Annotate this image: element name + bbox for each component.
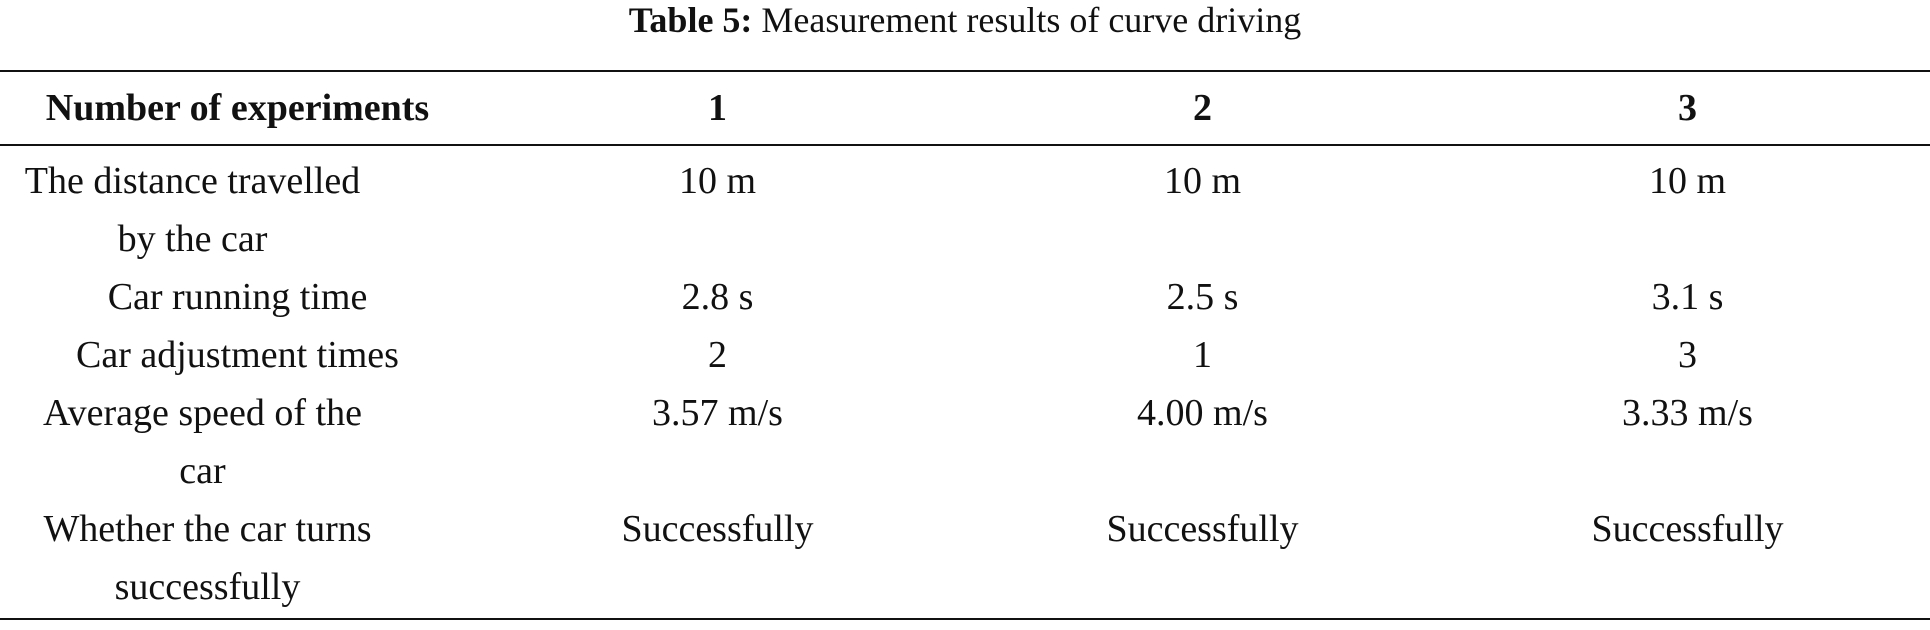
table-cell: 2.5 s bbox=[1166, 276, 1239, 318]
table-cell: 2.8 s bbox=[681, 276, 754, 318]
table-cell: 4.00 m/s bbox=[1137, 392, 1268, 434]
table-container: Number of experiments 1 2 3 The distance… bbox=[0, 70, 1930, 620]
row-label: Whether the car turns successfully bbox=[43, 508, 372, 608]
caption-text: Measurement results of curve driving bbox=[752, 0, 1302, 40]
row-label: Average speed of the car bbox=[43, 392, 362, 492]
table-cell: 3 bbox=[1678, 334, 1697, 376]
table-row: Whether the car turns successfully Succe… bbox=[0, 500, 1930, 619]
table-cell: 3.57 m/s bbox=[652, 392, 783, 434]
row-label: The distance travelled by the car bbox=[24, 160, 361, 260]
table-cell: 3.1 s bbox=[1651, 276, 1724, 318]
table-row: The distance travelled by the car 10 m 1… bbox=[0, 145, 1930, 268]
header-cell: Number of experiments bbox=[45, 87, 430, 129]
table-cell: 1 bbox=[1193, 334, 1212, 376]
table-row: Car adjustment times 2 1 3 bbox=[0, 326, 1930, 384]
table-row: Car running time 2.8 s 2.5 s 3.1 s bbox=[0, 268, 1930, 326]
table-caption: Table 5: Measurement results of curve dr… bbox=[0, 0, 1930, 40]
table-cell: Successfully bbox=[1106, 508, 1299, 550]
header-row: Number of experiments 1 2 3 bbox=[0, 71, 1930, 145]
caption-label: Table 5: bbox=[628, 0, 753, 40]
header-cell: 3 bbox=[1678, 87, 1697, 129]
header-cell: 1 bbox=[708, 87, 727, 129]
table-cell: 3.33 m/s bbox=[1622, 392, 1753, 434]
table-cell: 2 bbox=[708, 334, 727, 376]
row-label: Car running time bbox=[107, 276, 368, 318]
table-cell: 10 m bbox=[1163, 160, 1242, 202]
table-row: Average speed of the car 3.57 m/s 4.00 m… bbox=[0, 384, 1930, 500]
table-cell: 10 m bbox=[678, 160, 757, 202]
table-cell: Successfully bbox=[621, 508, 814, 550]
table-cell: Successfully bbox=[1591, 508, 1784, 550]
measurement-table: Number of experiments 1 2 3 The distance… bbox=[0, 70, 1930, 620]
row-label: Car adjustment times bbox=[76, 334, 399, 376]
header-cell: 2 bbox=[1193, 87, 1212, 129]
table-cell: 10 m bbox=[1648, 160, 1727, 202]
